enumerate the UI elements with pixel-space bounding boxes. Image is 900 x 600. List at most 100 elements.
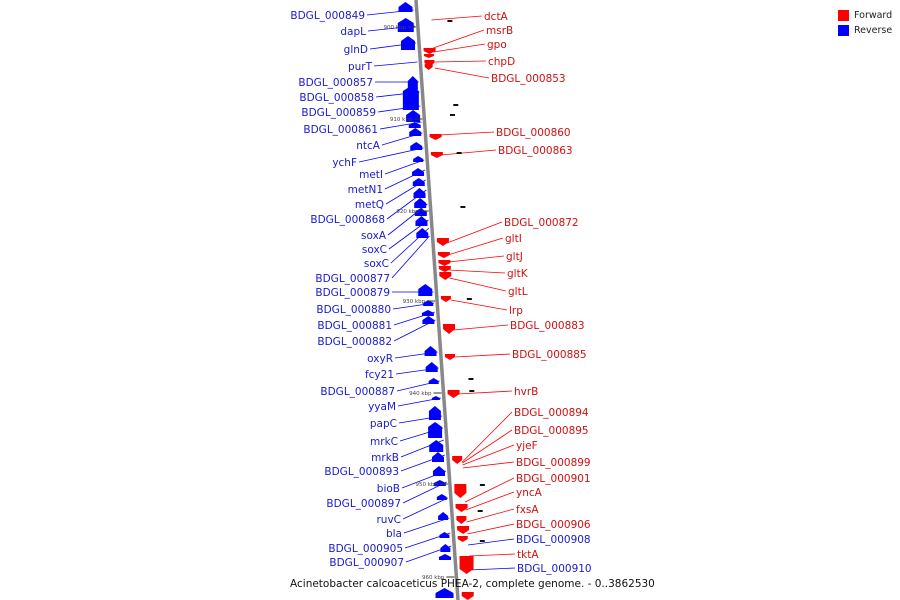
forward-gene-label: gltJ — [506, 251, 523, 263]
axis-tick-label: 950 kbp — [415, 482, 438, 488]
reverse-gene-arrow — [422, 316, 435, 324]
forward-leader-line — [467, 523, 515, 535]
reverse-gene-label: mrkB — [371, 452, 399, 464]
forward-gene-labels: dctA msrB gpo chpD BDGL_000853 BDGL_000860 BDG… — [484, 11, 592, 575]
reverse-gene-label: soxC — [362, 244, 387, 256]
reverse-gene-label: BDGL_000879 — [315, 287, 390, 299]
forward-leader-line — [434, 67, 490, 79]
forward-gene-arrow — [455, 504, 468, 512]
reverse-gene-label: BDGL_000877 — [315, 273, 390, 285]
reverse-gene-arrow — [421, 310, 434, 316]
reverse-leader-line — [402, 497, 449, 520]
forward-gene-arrow — [429, 134, 442, 140]
forward-gene-label: lrp — [509, 305, 523, 317]
reverse-gene-arrow — [431, 452, 444, 462]
reverse-gene-arrow — [425, 362, 438, 372]
forward-gene-label: BDGL_000894 — [514, 407, 589, 419]
reverse-genes — [397, 2, 454, 598]
forward-leader-line — [434, 60, 487, 63]
reverse-gene-label: BDGL_000859 — [301, 107, 376, 119]
forward-gene-label: msrB — [486, 25, 513, 37]
reverse-gene-label: BDGL_000907 — [329, 557, 404, 569]
forward-gene-label: BDGL_000885 — [512, 349, 587, 361]
reverse-gene-label: dapL — [340, 26, 366, 38]
reverse-gene-label: bla — [386, 528, 402, 540]
reverse-gene-label: papC — [370, 418, 397, 430]
forward-gene-label: BDGL_000853 — [491, 73, 566, 85]
forward-leader-line — [439, 131, 495, 136]
forward-leader-line — [433, 29, 485, 49]
reverse-gene-arrow — [412, 178, 425, 186]
reverse-gene-label: BDGL_000880 — [316, 304, 391, 316]
reverse-gene-label: yyaM — [368, 401, 396, 413]
axis-tick-label: 920 kbp — [396, 209, 419, 215]
forward-leader-line — [448, 255, 505, 263]
forward-leader-line — [462, 444, 515, 466]
forward-gene-arrow — [457, 526, 470, 534]
forward-gene-arrow — [461, 592, 474, 600]
reverse-gene-label: BDGL_000881 — [317, 320, 392, 332]
reverse-leader-line — [373, 61, 418, 67]
forward-leader-line — [468, 538, 515, 546]
forward-gene-arrow — [438, 260, 451, 266]
minor-tick — [447, 20, 453, 22]
forward-gene-label: dctA — [484, 11, 509, 23]
reverse-gene-label: BDGL_000887 — [320, 386, 395, 398]
map-caption: Acinetobacter calcoaceticus PHEA-2, comp… — [290, 578, 655, 590]
legend-reverse[interactable]: Reverse — [838, 23, 892, 38]
reverse-gene-label: BDGL_000868 — [310, 214, 385, 226]
forward-gene-arrow — [444, 354, 455, 360]
forward-gene-label: gltL — [508, 286, 528, 298]
reverse-gene-label: glnD — [344, 44, 368, 56]
reverse-swatch — [838, 25, 849, 36]
reverse-gene-arrow — [418, 284, 433, 296]
forward-gene-label: BDGL_000901 — [516, 473, 591, 485]
reverse-gene-arrow — [424, 346, 437, 356]
forward-gene-label: yjeF — [516, 440, 538, 452]
forward-leader-line — [449, 277, 507, 292]
legend: Forward Reverse — [838, 8, 892, 38]
forward-gene-arrow — [424, 64, 433, 70]
forward-gene-arrow — [459, 556, 474, 574]
forward-leader-line — [448, 269, 506, 274]
forward-gene-arrow — [436, 238, 449, 246]
reverse-gene-label: ntcA — [356, 140, 381, 152]
forward-gene-label: hvrB — [514, 386, 538, 398]
legend-reverse-label: Reverse — [854, 25, 893, 36]
reverse-gene-arrow — [412, 168, 425, 176]
reverse-gene-label: soxA — [361, 230, 387, 242]
forward-gene-arrow — [423, 54, 434, 58]
forward-leader-line — [466, 508, 515, 523]
reverse-gene-arrow — [416, 228, 429, 238]
forward-genes — [423, 20, 485, 600]
legend-forward[interactable]: Forward — [838, 8, 892, 23]
reverse-gene-arrow — [415, 216, 428, 226]
forward-leader-line — [454, 353, 511, 358]
forward-leader-line — [450, 299, 508, 311]
forward-gene-label: yncA — [516, 487, 543, 499]
forward-gene-label: gpo — [487, 39, 507, 51]
reverse-gene-arrow — [413, 188, 426, 198]
reverse-gene-label: soxC — [364, 258, 389, 270]
reverse-gene-label: metN1 — [348, 184, 383, 196]
forward-gene-arrow — [457, 536, 468, 542]
reverse-gene-label: BDGL_000858 — [299, 92, 374, 104]
reverse-gene-label: purT — [348, 61, 373, 73]
minor-tick — [479, 484, 485, 486]
forward-leader-line — [462, 461, 515, 469]
reverse-gene-arrow — [432, 466, 445, 476]
forward-leader-line — [465, 491, 515, 511]
forward-leader-line — [462, 429, 513, 464]
reverse-leader-line — [403, 517, 450, 534]
forward-leader-line — [440, 149, 497, 156]
forward-swatch — [838, 10, 849, 21]
reverse-gene-label: metQ — [355, 199, 384, 211]
reverse-gene-label: BDGL_000857 — [298, 77, 373, 89]
minor-tick — [456, 152, 462, 154]
forward-gene-arrow — [439, 272, 452, 280]
forward-leader-line — [447, 237, 504, 256]
forward-gene-label: BDGL_000895 — [514, 425, 589, 437]
reverse-gene-arrow — [428, 422, 443, 438]
forward-gene-arrow — [437, 252, 450, 258]
